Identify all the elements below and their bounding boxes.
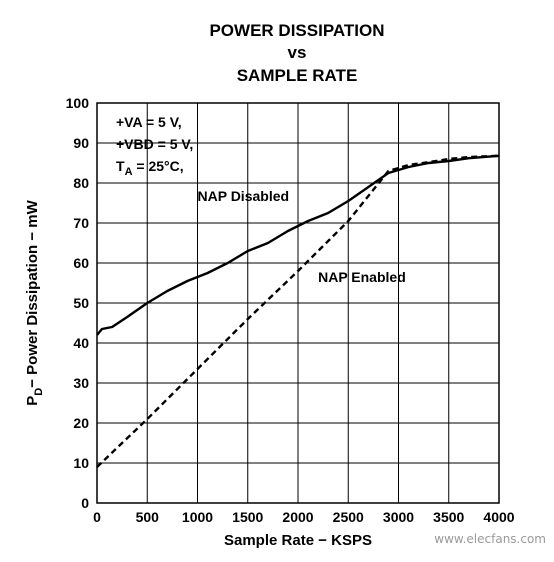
y-tick-label-4: 40 <box>73 335 89 351</box>
plot-border <box>96 102 500 504</box>
x-tick-label-5: 2500 <box>333 509 364 525</box>
x-axis-label: Sample Rate − KSPS <box>224 532 372 549</box>
y-tick-label-9: 90 <box>73 135 89 151</box>
plot-frame <box>96 102 500 504</box>
x-tick-label-1: 500 <box>136 509 160 525</box>
x-tick-label-8: 4000 <box>483 509 514 525</box>
y-tick-label-0: 0 <box>81 495 89 511</box>
condition-vbd: +VBD = 5 V, <box>116 136 193 152</box>
condition-temp-main: T <box>116 158 125 174</box>
condition-va: +VA = 5 V, <box>116 114 182 130</box>
annotation-nap-enabled: NAP Enabled <box>318 269 406 285</box>
x-tick-label-4: 2000 <box>282 509 313 525</box>
y-tick-label-3: 30 <box>73 375 89 391</box>
y-axis-label-main: P <box>24 396 41 406</box>
y-tick-label-6: 60 <box>73 255 89 271</box>
x-tick-labels: 0 500 1000 1500 2000 2500 3000 3500 4000 <box>93 509 515 525</box>
y-tick-label-8: 80 <box>73 175 89 191</box>
y-tick-label-1: 10 <box>73 455 89 471</box>
condition-temp-subscript: A <box>125 166 133 178</box>
series-line-nap-disabled <box>96 154 500 336</box>
x-tick-label-3: 1500 <box>232 509 263 525</box>
chart-title-line-3: SAMPLE RATE <box>237 66 358 85</box>
grid-lines <box>96 102 500 504</box>
x-tick-label-6: 3000 <box>383 509 414 525</box>
series-lines <box>96 154 500 468</box>
series-line-nap-enabled <box>96 154 500 468</box>
x-tick-label-2: 1000 <box>182 509 213 525</box>
condition-temperature: TA = 25°C, <box>116 158 184 178</box>
y-axis-label: PD− Power Dissipation − mW <box>24 199 45 405</box>
y-axis-label-rest: − Power Dissipation − mW <box>24 199 41 387</box>
y-tick-label-10: 100 <box>66 95 90 111</box>
y-tick-label-7: 70 <box>73 215 89 231</box>
x-tick-label-0: 0 <box>93 509 101 525</box>
chart-title-line-2: vs <box>288 43 307 62</box>
y-tick-label-5: 50 <box>73 295 89 311</box>
conditions-box: +VA = 5 V, +VBD = 5 V, TA = 25°C, <box>116 114 193 178</box>
watermark-text: www.elecfans.com <box>434 532 546 546</box>
chart-title-line-1: POWER DISSIPATION <box>209 21 384 40</box>
y-tick-labels: 0 10 20 30 40 50 60 70 80 90 100 <box>66 95 90 511</box>
condition-temp-rest: = 25°C, <box>133 158 184 174</box>
y-axis-label-subscript: D <box>33 388 45 396</box>
x-tick-label-7: 3500 <box>433 509 464 525</box>
annotation-nap-disabled: NAP Disabled <box>198 188 290 204</box>
y-tick-label-2: 20 <box>73 415 89 431</box>
